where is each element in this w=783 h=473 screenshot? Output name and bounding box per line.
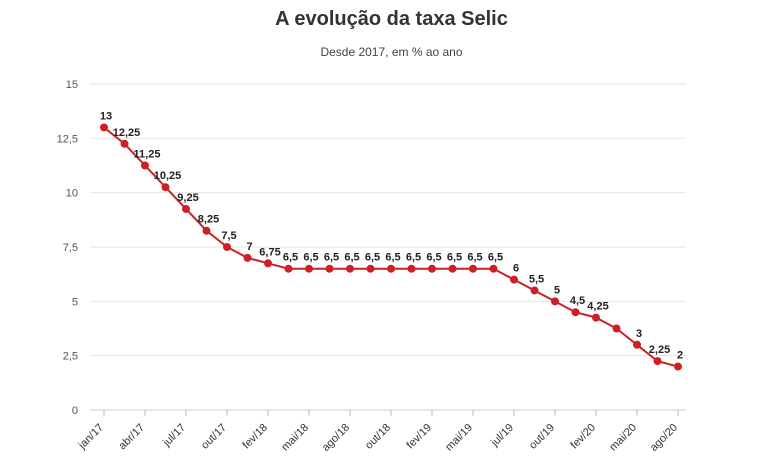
y-tick-label: 7,5 bbox=[63, 242, 78, 254]
gridlines bbox=[90, 83, 686, 411]
data-label: 6,5 bbox=[426, 252, 441, 264]
x-tick-label: fev/20 bbox=[568, 422, 598, 452]
data-label: 6,5 bbox=[447, 252, 462, 264]
data-label: 2 bbox=[677, 350, 683, 362]
data-point bbox=[510, 275, 518, 284]
data-point bbox=[120, 139, 129, 148]
y-tick-label: 12,5 bbox=[57, 133, 78, 145]
data-point bbox=[264, 259, 272, 268]
data-label: 2,25 bbox=[649, 344, 670, 356]
data-point bbox=[100, 123, 108, 132]
data-label: 6,5 bbox=[467, 252, 482, 264]
data-point bbox=[305, 264, 313, 273]
x-tick-label: ago/18 bbox=[320, 422, 352, 454]
x-tick-label: fev/19 bbox=[404, 422, 434, 452]
data-label: 4,5 bbox=[570, 295, 585, 307]
data-point bbox=[141, 161, 149, 170]
data-point bbox=[653, 357, 662, 366]
data-point bbox=[633, 340, 641, 349]
data-label: 6 bbox=[513, 263, 519, 275]
data-point bbox=[223, 243, 231, 251]
data-label: 8,25 bbox=[198, 214, 219, 226]
y-tick-label: 10 bbox=[66, 188, 78, 200]
data-point bbox=[202, 226, 211, 235]
data-point bbox=[448, 264, 457, 273]
data-point bbox=[612, 324, 621, 333]
data-label: 6,5 bbox=[406, 252, 421, 264]
data-label: 6,5 bbox=[488, 252, 503, 264]
data-label: 6,5 bbox=[385, 252, 400, 264]
data-point bbox=[346, 264, 354, 273]
x-tick-label: abr/17 bbox=[117, 422, 148, 453]
x-tick-label: fev/18 bbox=[240, 422, 270, 452]
x-tick-label: out/17 bbox=[199, 422, 229, 452]
data-point bbox=[387, 264, 395, 273]
y-tick-label: 0 bbox=[72, 405, 78, 417]
x-tick-label: mai/20 bbox=[607, 422, 639, 454]
x-tick-label: out/19 bbox=[527, 422, 557, 452]
chart-title: A evolução da taxa Selic bbox=[275, 8, 508, 30]
x-tick-label: mai/19 bbox=[443, 422, 475, 454]
y-tick-label: 15 bbox=[66, 79, 78, 91]
data-label: 7 bbox=[246, 241, 252, 253]
data-point bbox=[161, 183, 170, 192]
data-label: 12,25 bbox=[113, 127, 141, 139]
data-label: 5,5 bbox=[529, 273, 544, 285]
data-point bbox=[674, 362, 682, 371]
data-point bbox=[284, 264, 293, 273]
chart-subtitle: Desde 2017, em % ao ano bbox=[320, 45, 463, 59]
x-tick-label: out/18 bbox=[363, 422, 393, 452]
x-tick-label: mai/18 bbox=[279, 422, 311, 454]
data-label: 4,25 bbox=[587, 301, 608, 313]
data-point bbox=[325, 264, 334, 273]
y-tick-label: 5 bbox=[72, 296, 78, 308]
data-point bbox=[428, 264, 436, 273]
data-label: 5 bbox=[554, 284, 560, 296]
x-tick-label: jul/19 bbox=[488, 422, 516, 450]
data-point bbox=[571, 308, 580, 317]
x-axis: jan/17 abr/17 jul/17 out/17 fev/18 mai/18 ago/… bbox=[76, 410, 680, 454]
data-label: 6,5 bbox=[324, 252, 339, 264]
data-label: 6,75 bbox=[259, 246, 280, 258]
x-tick-label: jan/17 bbox=[76, 422, 106, 452]
data-label: 13 bbox=[100, 110, 112, 122]
data-point bbox=[489, 264, 498, 273]
data-label: 6,5 bbox=[344, 252, 359, 264]
data-label: 6,5 bbox=[283, 252, 298, 264]
data-point bbox=[469, 264, 477, 273]
data-label: 6,5 bbox=[365, 252, 380, 264]
data-point bbox=[530, 286, 539, 295]
data-point bbox=[366, 264, 375, 273]
y-tick-label: 2,5 bbox=[63, 351, 78, 363]
data-point bbox=[551, 297, 559, 306]
data-label: 7,5 bbox=[221, 230, 236, 242]
series-selic bbox=[100, 123, 682, 371]
data-label: 9,25 bbox=[177, 192, 198, 204]
x-tick-label: ago/20 bbox=[648, 422, 680, 454]
data-point bbox=[592, 313, 600, 322]
x-tick-label: jul/17 bbox=[160, 422, 188, 450]
data-label: 6,5 bbox=[303, 252, 318, 264]
data-point bbox=[407, 264, 416, 273]
y-axis: 0 2,5 5 7,5 10 12,5 15 bbox=[57, 79, 78, 417]
data-point bbox=[182, 204, 190, 213]
data-label: 11,25 bbox=[134, 149, 161, 161]
data-label: 3 bbox=[636, 328, 642, 340]
data-point bbox=[243, 253, 252, 262]
data-label: 10,25 bbox=[154, 170, 182, 182]
